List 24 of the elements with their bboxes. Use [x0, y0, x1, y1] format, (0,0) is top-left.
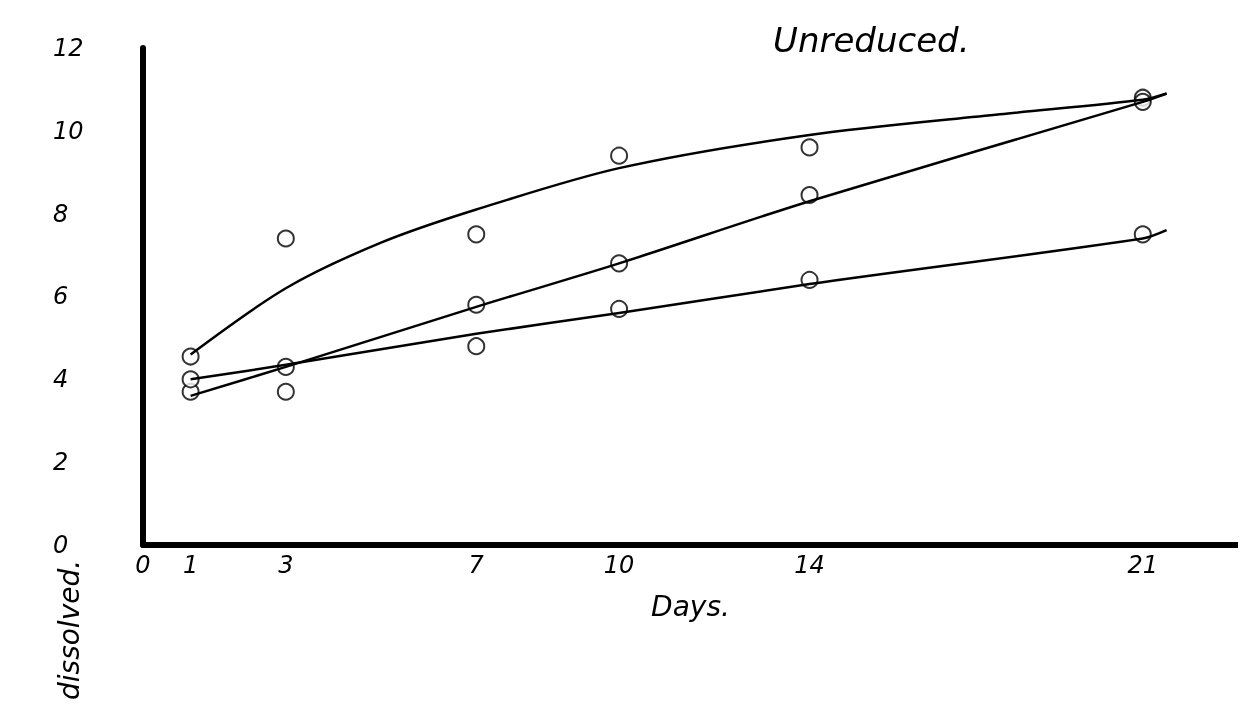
x-tick-label: 1	[182, 550, 199, 579]
y-tick-label: 2	[53, 448, 69, 477]
y-tick-label: 8	[53, 199, 69, 228]
y-axis-title: dissolved.	[52, 559, 86, 700]
y-tick-label: 12	[53, 34, 84, 62]
y-tick-label: 4	[53, 365, 69, 394]
y-tick-label: 6	[53, 282, 69, 311]
point	[276, 229, 295, 248]
x-tick-label: 10	[603, 550, 635, 579]
y-tick-label: 0	[53, 530, 69, 559]
point	[467, 225, 486, 244]
chart-title: Unreduced.	[773, 20, 970, 60]
x-tick-label: 14	[794, 550, 825, 579]
point	[610, 146, 629, 165]
point	[181, 347, 200, 366]
y-tick-label: 10	[53, 116, 84, 145]
x-tick-label: 0	[135, 550, 151, 579]
x-tick-label: 3	[278, 550, 294, 579]
x-tick-label: 7	[468, 550, 485, 579]
x-tick-label: 21	[1127, 550, 1159, 579]
x-axis-title: Days.	[651, 590, 730, 624]
point	[800, 138, 819, 157]
point	[276, 382, 295, 401]
point	[467, 337, 486, 356]
